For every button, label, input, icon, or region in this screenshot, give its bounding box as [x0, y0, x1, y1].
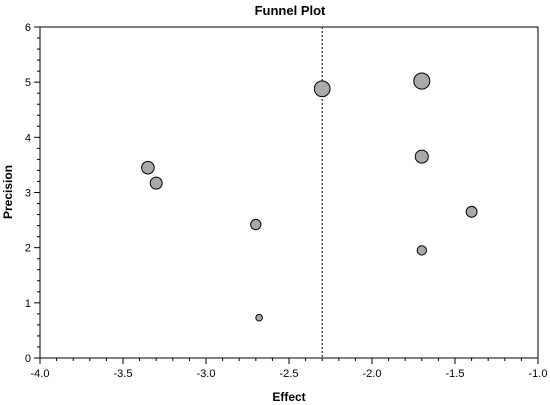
y-tick-label: 6	[25, 22, 31, 34]
plot-area	[39, 26, 539, 359]
axis-ticks: -4.0 -3.5 -3.0 -2.5 -2.0 -1.5 -1.0 0 1 2 3 4 5 6	[25, 22, 548, 380]
data-points	[141, 72, 478, 322]
x-tick-label: -2.0	[363, 368, 382, 380]
y-tick-label: 0	[25, 353, 31, 365]
data-point	[250, 218, 262, 231]
x-tick-label: -1.5	[446, 368, 465, 380]
y-tick-label: 3	[25, 188, 31, 200]
y-tick-label: 1	[25, 298, 31, 310]
y-axis-label: Precision	[1, 165, 15, 219]
data-point	[416, 245, 427, 256]
x-tick-label: -2.5	[280, 368, 299, 380]
x-axis-label: Effect	[272, 390, 305, 404]
data-point	[414, 149, 429, 164]
y-tick-label: 2	[25, 243, 31, 255]
y-tick-label: 5	[25, 77, 31, 89]
data-point	[149, 176, 163, 190]
y-tick-label: 4	[25, 132, 31, 144]
data-point	[313, 80, 331, 98]
data-point	[413, 72, 431, 90]
x-tick-label: -3.0	[197, 368, 216, 380]
data-point	[255, 313, 263, 322]
chart-title: Funnel Plot	[255, 3, 326, 18]
x-tick-label: -1.0	[529, 368, 548, 380]
data-point	[141, 160, 155, 175]
data-point	[465, 205, 478, 218]
x-tick-label: -3.5	[114, 368, 133, 380]
x-tick-label: -4.0	[31, 368, 50, 380]
